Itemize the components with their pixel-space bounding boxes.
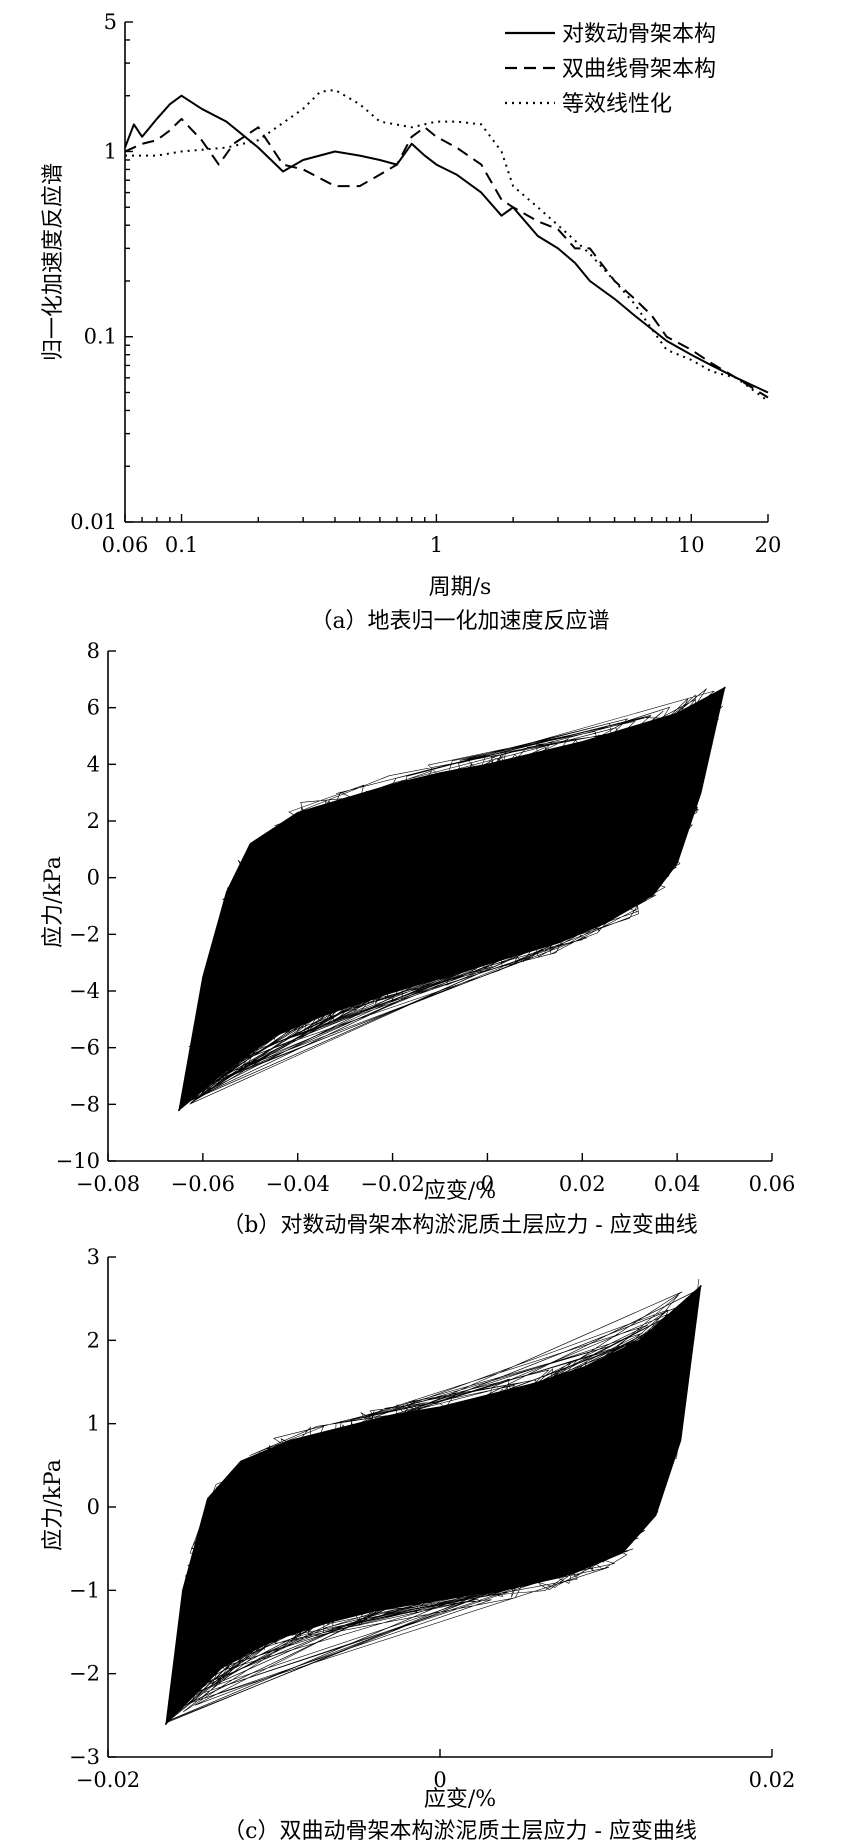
- y-tick-label: 0: [87, 1495, 100, 1519]
- chart-legend: 对数动骨架本构 双曲线骨架本构 等效线性化: [505, 22, 716, 117]
- x-tick-label: 0.06: [749, 1172, 796, 1196]
- y-tick-label: 0: [87, 866, 100, 890]
- response-spectrum-chart: 0.06 0.1 1 10 20 0.01 0.1 1 5 对数动骨架本构 双曲线骨架本构 等效…: [41, 10, 781, 634]
- peak-positive-point: [723, 686, 726, 689]
- y-tick-label: 2: [87, 1328, 100, 1352]
- hysteresis-fringe: [182, 688, 723, 1105]
- y-axis-title: 应力/kPa: [41, 856, 66, 948]
- y-axis-title: 归一化加速度反应谱: [41, 163, 66, 361]
- y-tick-label: 0.01: [70, 510, 117, 534]
- peak-positive-point: [699, 1285, 702, 1288]
- x-tick-label: 1: [430, 533, 443, 557]
- y-tick-label: −6: [69, 1036, 100, 1060]
- series-line-3: [125, 88, 769, 402]
- x-tick-label: −0.08: [76, 1172, 140, 1196]
- x-tick-label: −0.04: [266, 1172, 330, 1196]
- x-tick-label: 10: [678, 533, 705, 557]
- caption-c: （c）双曲动骨架本构淤泥质土层应力 - 应变曲线: [223, 1819, 697, 1844]
- x-axis-title: 应变/%: [424, 1787, 496, 1812]
- y-tick-label: −4: [69, 979, 100, 1003]
- panel-b-stress-strain: −0.08 −0.06 −0.04 −0.02 0 0.02 0.04 0.06 −10 −8 −6…: [0, 640, 841, 1240]
- y-tick-label: 1: [87, 1412, 100, 1436]
- y-tick-label: 5: [104, 10, 117, 34]
- x-tick-label: −0.02: [76, 1768, 140, 1792]
- x-tick-label: −0.06: [171, 1172, 235, 1196]
- y-tick-label: 1: [104, 139, 117, 163]
- x-tick-label: 0.02: [749, 1768, 796, 1792]
- x-tick-label: −0.02: [360, 1172, 424, 1196]
- x-tick-label: 0.06: [102, 533, 149, 557]
- peak-negative-point: [165, 1722, 168, 1725]
- series-line-2: [124, 117, 769, 399]
- caption-a: （a）地表归一化加速度反应谱: [310, 609, 609, 634]
- y-tick-label: 6: [87, 696, 100, 720]
- x-tick-label: 0.04: [654, 1172, 701, 1196]
- y-tick-label: −2: [69, 1662, 100, 1686]
- y-tick-label: −1: [69, 1578, 100, 1602]
- panel-a-response-spectrum: 0.06 0.1 1 10 20 0.01 0.1 1 5 对数动骨架本构 双曲线骨架本构 等效…: [0, 0, 841, 640]
- y-tick-label: −8: [69, 1092, 100, 1116]
- legend-label-2: 双曲线骨架本构: [562, 57, 716, 82]
- x-axis-title: 应变/%: [424, 1179, 496, 1204]
- x-tick-label: 20: [755, 533, 782, 557]
- y-axis-title: 应力/kPa: [41, 1459, 66, 1551]
- x-axis-title: 周期/s: [429, 575, 492, 600]
- x-tick-label: 0: [481, 1172, 494, 1196]
- x-tick-label: 0.1: [165, 533, 198, 557]
- panel-c-stress-strain: −0.02 0 0.02 −3 −2 −1 0 1 2 3 应变/% 应力/kPa （c）双曲动骨…: [0, 1240, 841, 1848]
- y-tick-label: 2: [87, 809, 100, 833]
- x-tick-label: 0.02: [559, 1172, 606, 1196]
- x-tick-label: 0: [433, 1768, 446, 1792]
- hysteresis-marks: −0.08 −0.06 −0.04 −0.02 0 0.02 0.04 0.06 −10 −8 −6…: [56, 640, 796, 1196]
- hysteresis-marks: −0.02 0 0.02 −3 −2 −1 0 1 2 3: [69, 1245, 795, 1792]
- peak-negative-point: [178, 1109, 181, 1111]
- y-tick-label: 3: [87, 1245, 100, 1269]
- legend-label-1: 对数动骨架本构: [562, 22, 716, 47]
- y-tick-label: −10: [56, 1149, 100, 1173]
- y-tick-label: 8: [87, 640, 100, 663]
- spectrum-marks: 0.06 0.1 1 10 20 0.01 0.1 1 5: [70, 10, 781, 557]
- caption-b: （b）对数动骨架本构淤泥质土层应力 - 应变曲线: [222, 1213, 698, 1238]
- y-tick-label: 0.1: [84, 325, 117, 349]
- y-tick-label: 4: [87, 752, 100, 776]
- hysteresis-fringe: [166, 1278, 701, 1723]
- legend-label-3: 等效线性化: [562, 92, 672, 117]
- stress-strain-chart-log-model: −0.08 −0.06 −0.04 −0.02 0 0.02 0.04 0.06 −10 −8 −6…: [41, 640, 796, 1238]
- y-tick-label: −2: [69, 922, 100, 946]
- series-line-1: [124, 94, 769, 394]
- stress-strain-chart-hyperbolic-model: −0.02 0 0.02 −3 −2 −1 0 1 2 3 应变/% 应力/kPa （c）双曲动骨…: [41, 1245, 795, 1844]
- y-tick-label: −3: [69, 1745, 100, 1769]
